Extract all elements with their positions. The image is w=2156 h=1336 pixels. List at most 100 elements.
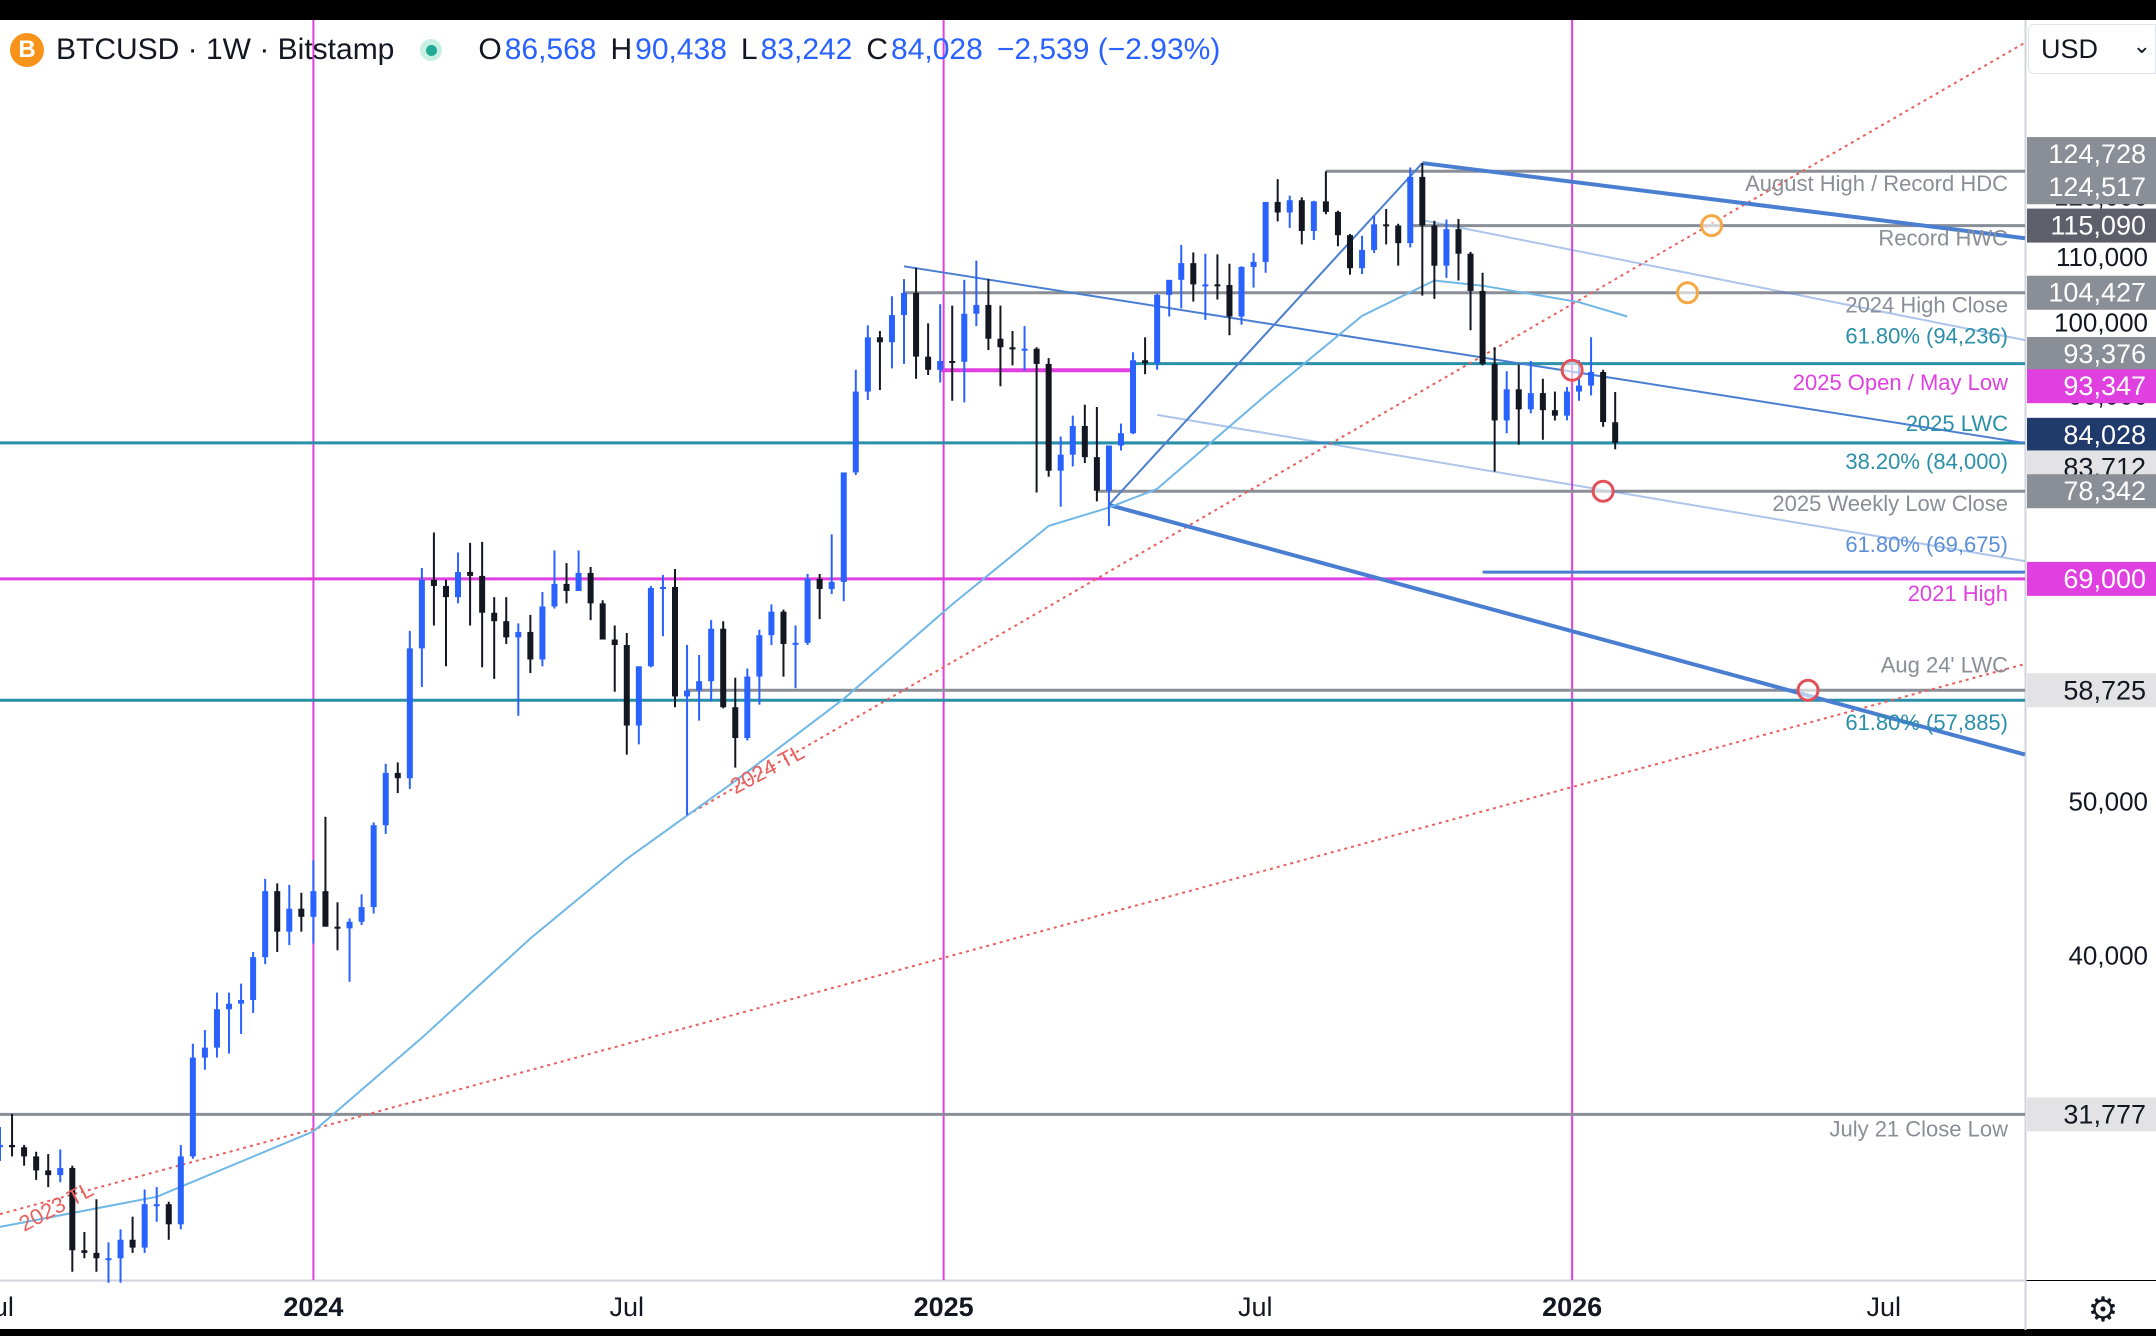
candle-body: [286, 908, 293, 932]
candle: [382, 763, 389, 834]
candle: [105, 1242, 112, 1283]
candle: [238, 983, 245, 1034]
candle: [57, 1149, 64, 1183]
candle-body: [358, 907, 365, 922]
candle: [840, 472, 847, 602]
candle-body: [21, 1147, 28, 1157]
candle-body: [1347, 235, 1353, 269]
trendline: [686, 41, 2026, 817]
candle: [153, 1187, 160, 1222]
candle-body: [33, 1156, 40, 1171]
candle-body: [1359, 249, 1366, 269]
candle-body: [1045, 363, 1052, 471]
currency-select[interactable]: USD ⌄: [2028, 24, 2156, 74]
candle-body: [1250, 261, 1257, 267]
candle-body: [647, 587, 654, 667]
marker-circle: [1560, 358, 1584, 382]
candle: [358, 894, 365, 926]
y-tick-label: 50,000: [2068, 786, 2148, 816]
candle-body: [611, 639, 618, 646]
candle-body: [792, 642, 799, 645]
y-tick-label: 100,000: [2054, 308, 2148, 338]
marker-circle: [1676, 281, 1699, 305]
candle-body: [442, 585, 449, 598]
candle: [21, 1144, 28, 1166]
candle-body: [551, 583, 558, 607]
x-tick-label: 2025: [914, 1292, 974, 1322]
candle-body: [394, 772, 401, 779]
candle: [1130, 352, 1137, 435]
candle: [997, 305, 1004, 387]
candle: [1093, 407, 1100, 502]
candle-body: [635, 666, 642, 726]
candle: [937, 304, 944, 383]
candle-body: [1455, 229, 1462, 254]
candle: [430, 532, 437, 626]
candle: [1298, 197, 1305, 245]
candle: [334, 902, 341, 951]
candle-body: [684, 690, 691, 697]
candle-body: [1479, 290, 1486, 364]
symbol-title[interactable]: BTCUSD · 1W · Bitstamp: [56, 33, 395, 66]
candle-body: [491, 612, 498, 622]
settings-icon[interactable]: ⚙: [2087, 1291, 2119, 1329]
candle-body: [816, 578, 823, 589]
candle: [1033, 347, 1040, 493]
candle-body: [864, 337, 871, 392]
level-label: 2025 LWC: [1906, 411, 2008, 436]
candle-body: [1238, 266, 1245, 317]
candle: [961, 279, 968, 403]
candle: [1527, 360, 1534, 414]
candle-body: [1503, 389, 1510, 421]
candle: [515, 623, 522, 716]
candle-body: [828, 581, 835, 589]
candle: [587, 566, 594, 621]
candle: [93, 1199, 100, 1272]
candle-body: [1443, 229, 1450, 266]
candle-body: [1383, 224, 1390, 227]
level-label: 61.80% (69,675): [1845, 532, 2008, 557]
candle: [949, 305, 956, 401]
price-tag: 69,000: [2027, 561, 2156, 596]
candle-body: [563, 583, 570, 592]
candle-body: [406, 648, 413, 779]
x-tick-label: Jul: [1867, 1292, 1902, 1322]
plot-background: [0, 20, 2025, 1280]
candle-body: [213, 1009, 220, 1048]
price-tag-label: 31,777: [2063, 1099, 2146, 1129]
candle: [129, 1216, 136, 1253]
currency-label: USD: [2041, 33, 2099, 64]
candle-body: [901, 292, 908, 316]
price-tag-box: [2027, 369, 2156, 404]
candle: [1479, 272, 1486, 366]
price-tag: 93,376: [2027, 336, 2156, 371]
candle: [250, 951, 257, 1014]
price-tag-box: [2027, 137, 2156, 172]
market-status-icon: [420, 39, 443, 61]
trendline: [1422, 161, 2026, 241]
x-tick-label: Jul: [0, 1292, 14, 1322]
price-tag-label: 84,028: [2063, 420, 2146, 450]
marker-circle: [1591, 479, 1615, 503]
price-tag-label: 124,517: [2048, 172, 2146, 202]
marker-circle: [1700, 214, 1724, 238]
candle-body: [852, 391, 859, 473]
candle-body: [189, 1057, 196, 1157]
candle: [780, 609, 787, 677]
candle-body: [961, 313, 968, 362]
price-tag-box: [2027, 208, 2156, 243]
candle-body: [105, 1258, 112, 1261]
candle-body: [418, 579, 425, 649]
candle: [1600, 369, 1607, 427]
ohlc-close-value: 84,028: [891, 33, 983, 66]
candle: [394, 762, 401, 794]
candle-body: [1226, 285, 1233, 317]
price-tag: 93,347: [2027, 369, 2156, 404]
candle: [1069, 415, 1076, 467]
candle-body: [1069, 426, 1076, 455]
candle: [322, 816, 329, 927]
candle-body: [1117, 433, 1124, 446]
candle-body: [1286, 200, 1293, 213]
